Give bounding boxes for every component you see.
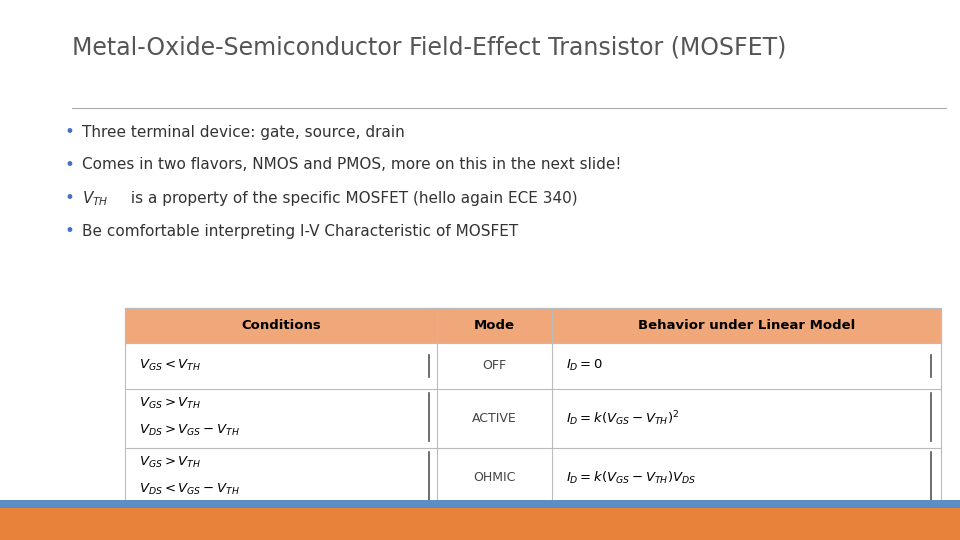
- Text: Behavior under Linear Model: Behavior under Linear Model: [637, 319, 855, 332]
- Text: •: •: [64, 123, 74, 141]
- Bar: [125, 308, 941, 502]
- Text: $V_{GS} > V_{TH}$: $V_{GS} > V_{TH}$: [139, 396, 202, 411]
- Bar: [125, 308, 941, 343]
- Text: is a property of the specific MOSFET (hello again ECE 340): is a property of the specific MOSFET (he…: [126, 191, 577, 206]
- Text: OFF: OFF: [482, 359, 507, 373]
- Text: •: •: [64, 222, 74, 240]
- Text: Be comfortable interpreting I-V Characteristic of MOSFET: Be comfortable interpreting I-V Characte…: [82, 224, 517, 239]
- Text: $I_D = k(V_{GS} - V_{TH})V_{DS}$: $I_D = k(V_{GS} - V_{TH})V_{DS}$: [566, 470, 697, 486]
- Text: $V_{GS} > V_{TH}$: $V_{GS} > V_{TH}$: [139, 455, 202, 470]
- Text: $I_D = k(V_{GS} - V_{TH})^2$: $I_D = k(V_{GS} - V_{TH})^2$: [566, 409, 680, 428]
- Text: Comes in two flavors, NMOS and PMOS, more on this in the next slide!: Comes in two flavors, NMOS and PMOS, mor…: [82, 157, 621, 172]
- Text: OHMIC: OHMIC: [473, 471, 516, 484]
- Text: $\mathit{V}_{TH}$: $\mathit{V}_{TH}$: [82, 189, 108, 207]
- Text: $V_{DS} > V_{GS} - V_{TH}$: $V_{DS} > V_{GS} - V_{TH}$: [139, 423, 240, 438]
- Text: •: •: [64, 189, 74, 207]
- Text: ACTIVE: ACTIVE: [472, 412, 516, 425]
- Text: Mode: Mode: [474, 319, 515, 332]
- Text: $V_{GS} < V_{TH}$: $V_{GS} < V_{TH}$: [139, 359, 202, 373]
- Text: Metal-Oxide-Semiconductor Field-Effect Transistor (MOSFET): Metal-Oxide-Semiconductor Field-Effect T…: [72, 35, 786, 59]
- Text: •: •: [64, 156, 74, 174]
- Text: Three terminal device: gate, source, drain: Three terminal device: gate, source, dra…: [82, 125, 404, 140]
- Text: Conditions: Conditions: [241, 319, 321, 332]
- Text: $I_D = 0$: $I_D = 0$: [566, 359, 604, 373]
- Text: $V_{DS} < V_{GS} - V_{TH}$: $V_{DS} < V_{GS} - V_{TH}$: [139, 482, 240, 497]
